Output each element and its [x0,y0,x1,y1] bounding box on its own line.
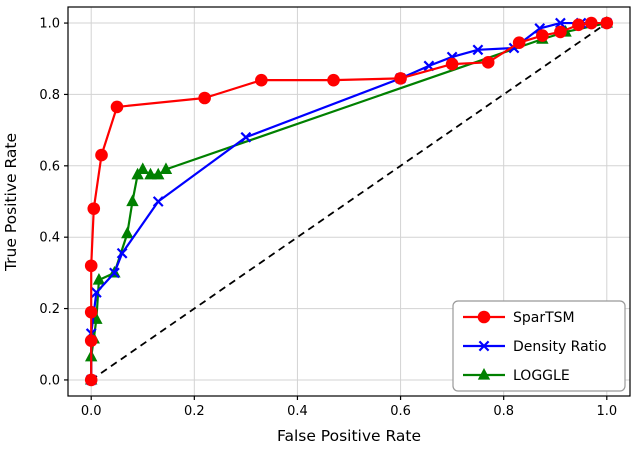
legend-label: Density Ratio [513,339,607,355]
legend: SparTSM Density Ratio LOGGLE [452,300,626,392]
marker-circle [394,72,407,85]
marker-circle [87,202,101,215]
marker-circle [445,57,459,71]
y-tick-label: 0.2 [39,302,60,317]
marker-triangle [159,162,173,174]
y-tick-label: 0.6 [39,159,60,174]
marker-x [478,340,490,352]
y-tick-label: 1.0 [39,17,60,32]
y-tick-label: 0.4 [39,231,60,246]
marker-triangle [92,273,106,285]
marker-circle [198,91,211,105]
marker-triangle [136,162,149,174]
marker-circle [481,56,495,69]
y-axis-label: True Positive Rate [2,133,20,272]
marker-circle [84,373,98,387]
x-tick-label: 0.2 [184,404,205,419]
marker-circle [572,18,585,32]
y-tick-label: 0.8 [39,88,60,103]
marker-circle [327,73,340,87]
marker-circle [536,29,549,42]
x-tick-label: 0.0 [81,404,102,419]
legend-label: SparTSM [513,310,575,326]
marker-x [423,60,435,72]
marker-triangle [121,226,134,239]
marker-circle [110,100,124,114]
axes-border [67,6,631,397]
legend-box [452,300,626,392]
marker-circle [255,73,268,87]
plot-area: 0.0 0.2 0.4 0.6 0.8 1.0 0.0 0.2 0.4 0.6 0.8 1.0 Spar… [39,6,631,419]
legend-item-loggle: LOGGLE [463,368,570,384]
marker-x [240,131,252,143]
marker-circle [95,148,108,162]
x-tick-label: 0.6 [390,404,411,419]
marker-x [534,23,546,34]
marker-circle [600,16,614,30]
x-tick-label: 0.8 [493,404,514,419]
marker-x [90,287,102,298]
series-density-ratio-line [90,21,607,380]
legend-item-density-ratio: Density Ratio [463,339,607,355]
chance-diagonal-line [90,22,608,381]
marker-circle [84,305,98,319]
x-axis-label: False Positive Rate [277,427,421,445]
marker-x [116,247,128,259]
marker-circle [512,36,526,49]
marker-circle [554,25,567,39]
legend-label: LOGGLE [513,368,570,384]
marker-triangle [477,368,491,380]
legend-item-spartsm: SparTSM [463,310,575,326]
marker-triangle [126,194,139,207]
marker-circle [84,334,98,347]
marker-x [472,44,484,56]
marker-circle [585,16,598,30]
x-tick-label: 1.0 [596,404,617,419]
marker-circle [477,310,491,324]
marker-x [109,267,120,279]
marker-triangle [152,167,165,180]
y-tick-label: 0.0 [39,373,60,388]
marker-x [152,196,164,207]
marker-x [555,17,566,29]
x-tick-label: 0.4 [287,404,308,419]
marker-circle [84,259,98,273]
